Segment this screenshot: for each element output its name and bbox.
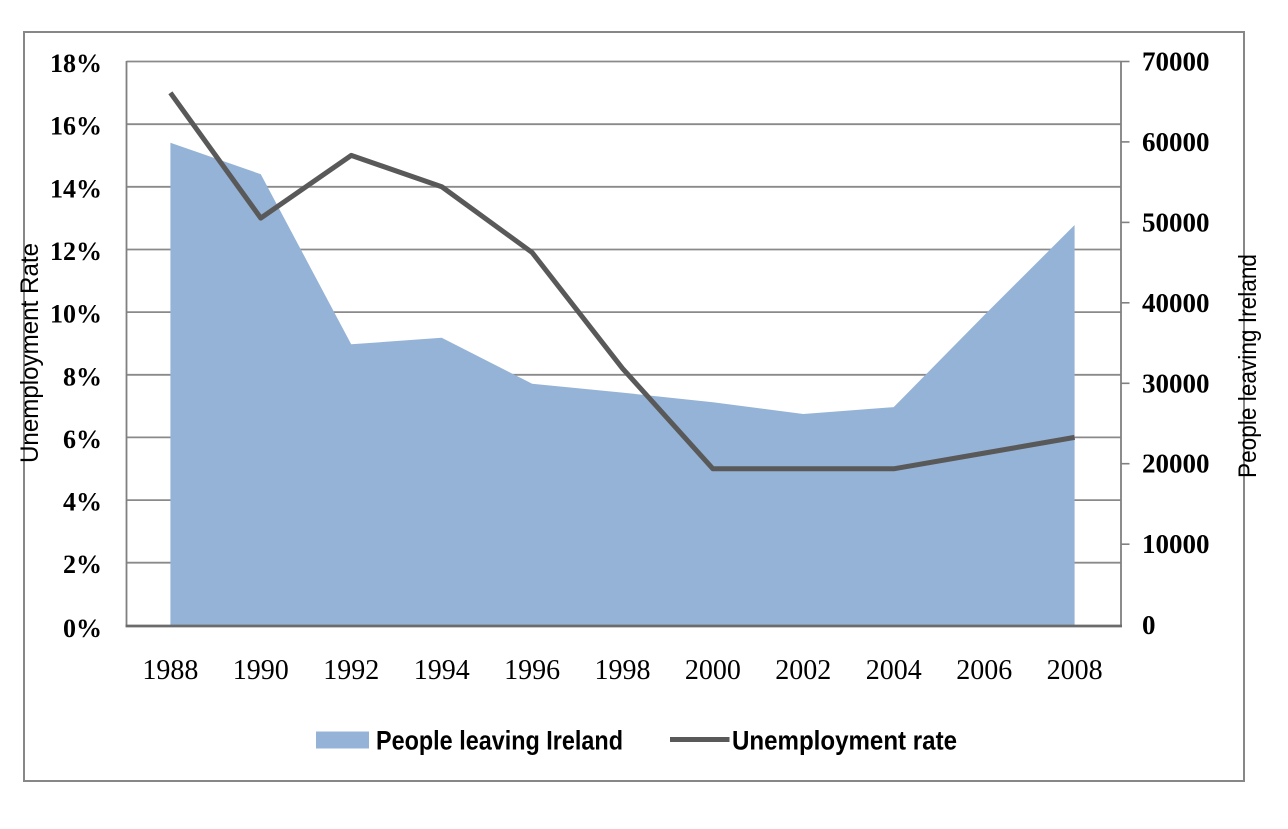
svg-text:2002: 2002 [775,655,831,686]
svg-text:Unemployment Rate: Unemployment Rate [16,243,44,463]
svg-text:People leaving Ireland: People leaving Ireland [1234,254,1262,478]
svg-text:2008: 2008 [1047,655,1103,686]
svg-text:8%: 8% [63,362,102,391]
svg-text:Unemployment rate: Unemployment rate [732,726,957,756]
svg-text:50000: 50000 [1142,208,1210,238]
svg-text:10%: 10% [50,300,102,329]
svg-text:30000: 30000 [1142,368,1210,398]
svg-text:12%: 12% [50,237,102,266]
svg-text:1996: 1996 [504,655,560,686]
svg-text:40000: 40000 [1142,288,1210,318]
svg-text:18%: 18% [50,49,102,78]
svg-text:2004: 2004 [866,655,922,686]
svg-text:1994: 1994 [414,655,470,686]
svg-text:1988: 1988 [142,655,198,686]
svg-text:1990: 1990 [233,655,289,686]
svg-text:1992: 1992 [323,655,379,686]
svg-text:2006: 2006 [956,655,1012,686]
svg-text:70000: 70000 [1142,47,1210,77]
svg-text:6%: 6% [63,425,102,454]
svg-text:0%: 0% [63,614,102,643]
svg-text:People leaving Ireland: People leaving Ireland [376,726,623,756]
svg-text:2000: 2000 [685,655,741,686]
svg-text:4%: 4% [63,488,102,517]
svg-text:60000: 60000 [1142,127,1210,157]
svg-text:10000: 10000 [1142,529,1210,559]
svg-text:1998: 1998 [595,655,651,686]
svg-text:16%: 16% [50,112,102,141]
svg-text:20000: 20000 [1142,449,1210,479]
svg-text:0: 0 [1142,610,1156,640]
svg-text:2%: 2% [63,550,102,579]
svg-text:14%: 14% [50,174,102,203]
